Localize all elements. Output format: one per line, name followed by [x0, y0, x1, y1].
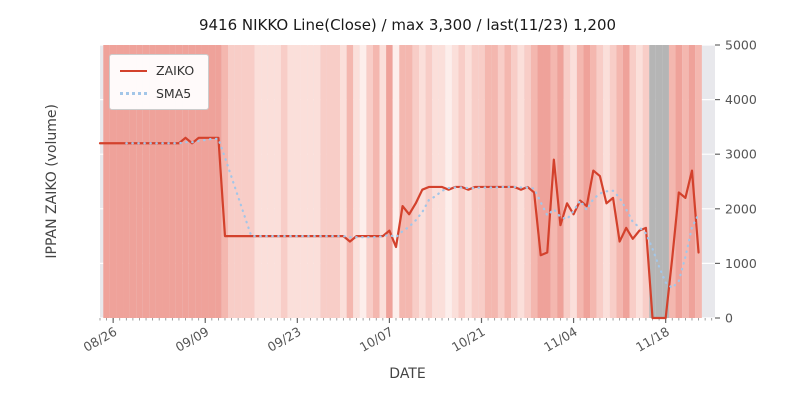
x-axis-label: DATE: [389, 366, 426, 382]
chart-title: 9416 NIKKO Line(Close) / max 3,300 / las…: [198, 16, 617, 34]
svg-text:08/26: 08/26: [81, 324, 120, 355]
legend-item-zaiko: ZAIKO: [120, 63, 194, 78]
svg-text:5000: 5000: [725, 38, 757, 53]
legend-item-sma5: SMA5: [120, 86, 194, 101]
sma5-line-sample: [120, 92, 147, 95]
legend-item-zaiko-label: ZAIKO: [156, 63, 195, 78]
svg-text:3000: 3000: [725, 147, 757, 162]
svg-text:1000: 1000: [725, 256, 757, 271]
svg-text:10/21: 10/21: [449, 324, 488, 355]
svg-text:4000: 4000: [725, 92, 757, 107]
legend: ZAIKO SMA5: [109, 54, 210, 110]
svg-text:0: 0: [725, 311, 733, 326]
zaiko-line-sample: [120, 69, 147, 72]
svg-text:10/07: 10/07: [357, 324, 396, 355]
svg-text:11/18: 11/18: [633, 324, 672, 355]
svg-text:2000: 2000: [725, 201, 757, 216]
legend-item-sma5-label: SMA5: [156, 86, 192, 101]
svg-text:09/09: 09/09: [173, 324, 212, 355]
svg-text:09/23: 09/23: [265, 324, 304, 355]
svg-text:11/04: 11/04: [541, 324, 580, 355]
